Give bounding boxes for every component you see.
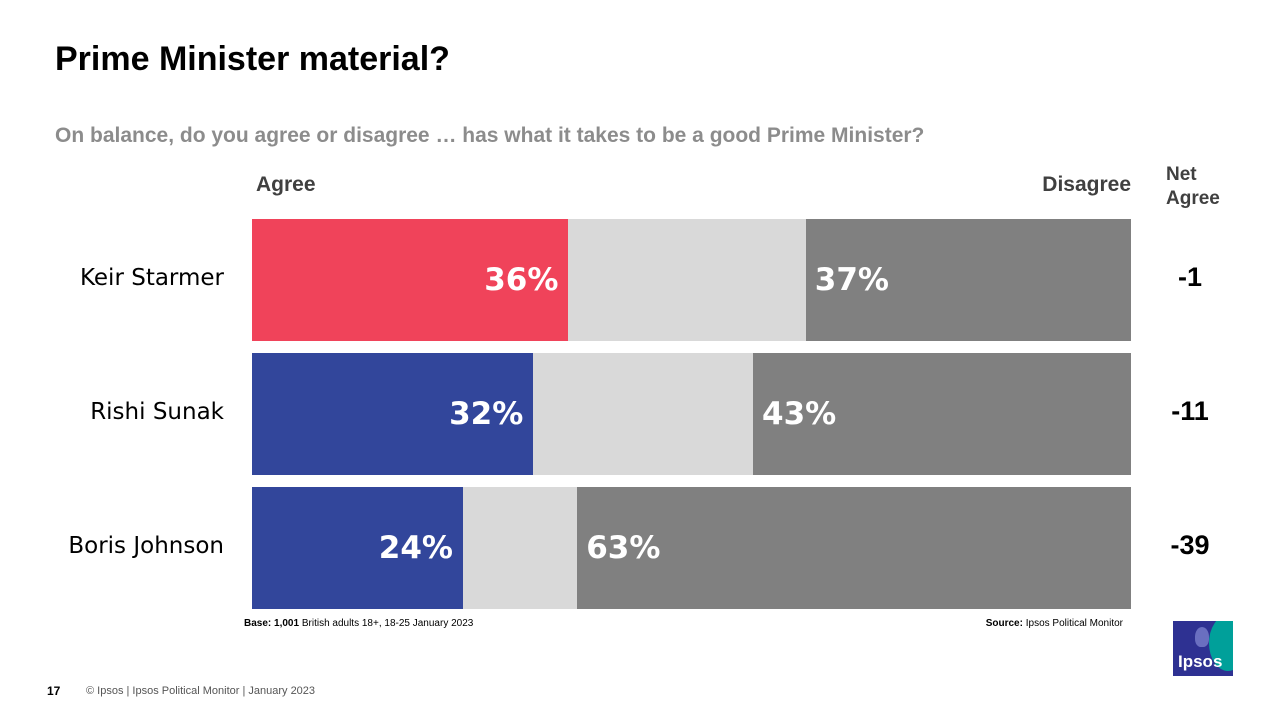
disagree-value-label: 43%: [762, 396, 837, 432]
question-subtitle: On balance, do you agree or disagree … h…: [55, 124, 925, 147]
bar-neutral: [462, 487, 578, 609]
logo-text: Ipsos: [1178, 652, 1223, 671]
bar-agree: 24%: [252, 487, 463, 609]
agree-value-label: 24%: [378, 530, 453, 566]
disagree-value-label: 37%: [814, 262, 889, 298]
footer-text: © Ipsos | Ipsos Political Monitor | Janu…: [86, 685, 316, 697]
category-label: Boris Johnson: [68, 533, 224, 559]
bar-row: 24% 63%: [252, 487, 1131, 609]
source-note: Source: Ipsos Political Monitor: [986, 618, 1123, 629]
net-header-line2: Agree: [1166, 188, 1220, 209]
bar-agree: 32%: [252, 353, 534, 475]
ipsos-logo: Ipsos: [1173, 621, 1233, 676]
bar-disagree: 63%: [577, 487, 1131, 609]
bar-row: 36% 37%: [252, 219, 1131, 341]
base-text: British adults 18+, 18-25 January 2023: [301, 618, 474, 629]
logo-head-shape: [1195, 627, 1209, 647]
page-number: 17: [47, 684, 61, 698]
bar-row: 32% 43%: [252, 353, 1131, 475]
category-label: Rishi Sunak: [90, 399, 224, 425]
base-value: 1,001: [274, 618, 300, 629]
category-label: Keir Starmer: [79, 265, 224, 291]
net-agree-value: -1: [1177, 262, 1202, 292]
bar-neutral: [568, 219, 806, 341]
disagree-value-label: 63%: [586, 530, 661, 566]
disagree-header: Disagree: [1042, 173, 1131, 196]
agree-value-label: 36%: [484, 262, 559, 298]
bar-agree: 36%: [252, 219, 569, 341]
agree-value-label: 32%: [449, 396, 524, 432]
net-agree-value: -11: [1171, 396, 1209, 426]
page-title: Prime Minister material?: [55, 40, 450, 78]
bar-disagree: 37%: [805, 219, 1131, 341]
base-note: Base: 1,001 British adults 18+, 18-25 Ja…: [244, 618, 473, 629]
bar-neutral: [533, 353, 754, 475]
net-agree-value: -39: [1170, 530, 1210, 560]
net-agree-header: Net Agree: [1166, 163, 1220, 211]
agree-header: Agree: [256, 173, 316, 196]
source-text: Ipsos Political Monitor: [1025, 618, 1123, 629]
source-label: Source:: [985, 618, 1023, 629]
base-label: Base:: [244, 618, 272, 629]
net-header-line1: Net: [1166, 164, 1197, 185]
bar-disagree: 43%: [753, 353, 1131, 475]
